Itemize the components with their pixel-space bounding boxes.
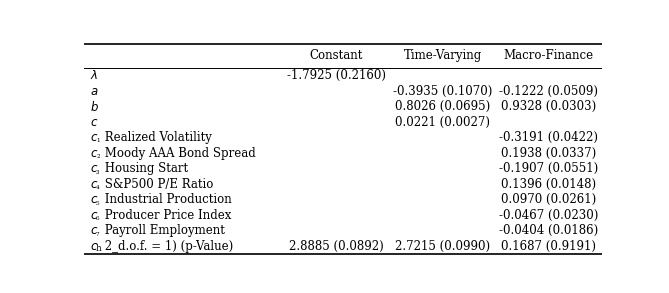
Text: -0.0404 (0.0186): -0.0404 (0.0186) <box>499 224 599 237</box>
Text: Producer Price Index: Producer Price Index <box>101 209 231 222</box>
Text: ₁: ₁ <box>96 135 100 144</box>
Text: 0.9328 (0.0303): 0.9328 (0.0303) <box>501 100 597 113</box>
Text: ₆: ₆ <box>96 213 100 222</box>
Text: Payroll Employment: Payroll Employment <box>101 224 225 237</box>
Text: Macro-Finance: Macro-Finance <box>504 49 594 62</box>
Text: Constant: Constant <box>310 49 363 62</box>
Text: $c$: $c$ <box>90 162 98 175</box>
Text: $c$: $c$ <box>90 209 98 222</box>
Text: 0.1938 (0.0337): 0.1938 (0.0337) <box>501 147 597 160</box>
Text: 2_d.o.f. = 1) (p-Value): 2_d.o.f. = 1) (p-Value) <box>101 240 233 253</box>
Text: -0.3191 (0.0422): -0.3191 (0.0422) <box>500 131 599 144</box>
Text: ₇: ₇ <box>96 229 100 238</box>
Text: $c$: $c$ <box>90 193 98 206</box>
Text: -0.1907 (0.0551): -0.1907 (0.0551) <box>499 162 599 175</box>
Text: 2.8885 (0.0892): 2.8885 (0.0892) <box>289 240 384 253</box>
Text: 0.8026 (0.0695): 0.8026 (0.0695) <box>395 100 490 113</box>
Text: $\lambda$: $\lambda$ <box>90 69 98 82</box>
Text: ₃: ₃ <box>96 166 100 176</box>
Text: $c$: $c$ <box>90 178 98 191</box>
Text: Moody AAA Bond Spread: Moody AAA Bond Spread <box>101 147 256 160</box>
Text: $c$: $c$ <box>90 131 98 144</box>
Text: 0.0221 (0.0027): 0.0221 (0.0027) <box>395 116 490 129</box>
Text: -0.0467 (0.0230): -0.0467 (0.0230) <box>499 209 599 222</box>
Text: ₂: ₂ <box>96 151 100 160</box>
Text: -0.3935 (0.1070): -0.3935 (0.1070) <box>393 85 492 98</box>
Text: Time-Varying: Time-Varying <box>403 49 482 62</box>
Text: 0.1396 (0.0148): 0.1396 (0.0148) <box>501 178 597 191</box>
Text: $c$: $c$ <box>90 224 98 237</box>
Text: $c$: $c$ <box>90 240 98 253</box>
Text: Realized Volatility: Realized Volatility <box>101 131 212 144</box>
Text: Housing Start: Housing Start <box>101 162 189 175</box>
Text: ₄: ₄ <box>96 182 100 191</box>
Text: $a$: $a$ <box>90 85 98 98</box>
Text: 2.7215 (0.0990): 2.7215 (0.0990) <box>395 240 490 253</box>
Text: S&P500 P/E Ratio: S&P500 P/E Ratio <box>101 178 213 191</box>
Text: $c$: $c$ <box>90 116 98 129</box>
Text: $c$: $c$ <box>90 147 98 160</box>
Text: h: h <box>96 244 102 253</box>
Text: -0.1222 (0.0509): -0.1222 (0.0509) <box>500 85 599 98</box>
Text: ₅: ₅ <box>96 197 100 207</box>
Text: 0.0970 (0.0261): 0.0970 (0.0261) <box>501 193 597 206</box>
Text: 0.1687 (0.9191): 0.1687 (0.9191) <box>502 240 597 253</box>
Text: -1.7925 (0.2160): -1.7925 (0.2160) <box>287 69 386 82</box>
Text: $b$: $b$ <box>90 100 99 114</box>
Text: Industrial Production: Industrial Production <box>101 193 232 206</box>
